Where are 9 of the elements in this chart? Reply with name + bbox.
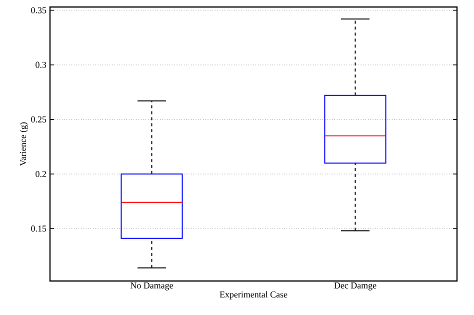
y-axis-title: Varience (g): [20, 122, 28, 166]
y-tick-label: 0.25: [31, 116, 46, 122]
x-tick-label: No Damage: [130, 282, 173, 290]
y-tick-label: 0.15: [31, 226, 46, 232]
y-tick-label: 0.2: [36, 170, 46, 178]
y-tick-label: 0.3: [36, 62, 46, 68]
x-axis-title: Experimental Case: [220, 291, 288, 300]
x-tick-label: Dec Damge: [334, 282, 376, 290]
y-tick-label: 0.35: [31, 7, 46, 14]
